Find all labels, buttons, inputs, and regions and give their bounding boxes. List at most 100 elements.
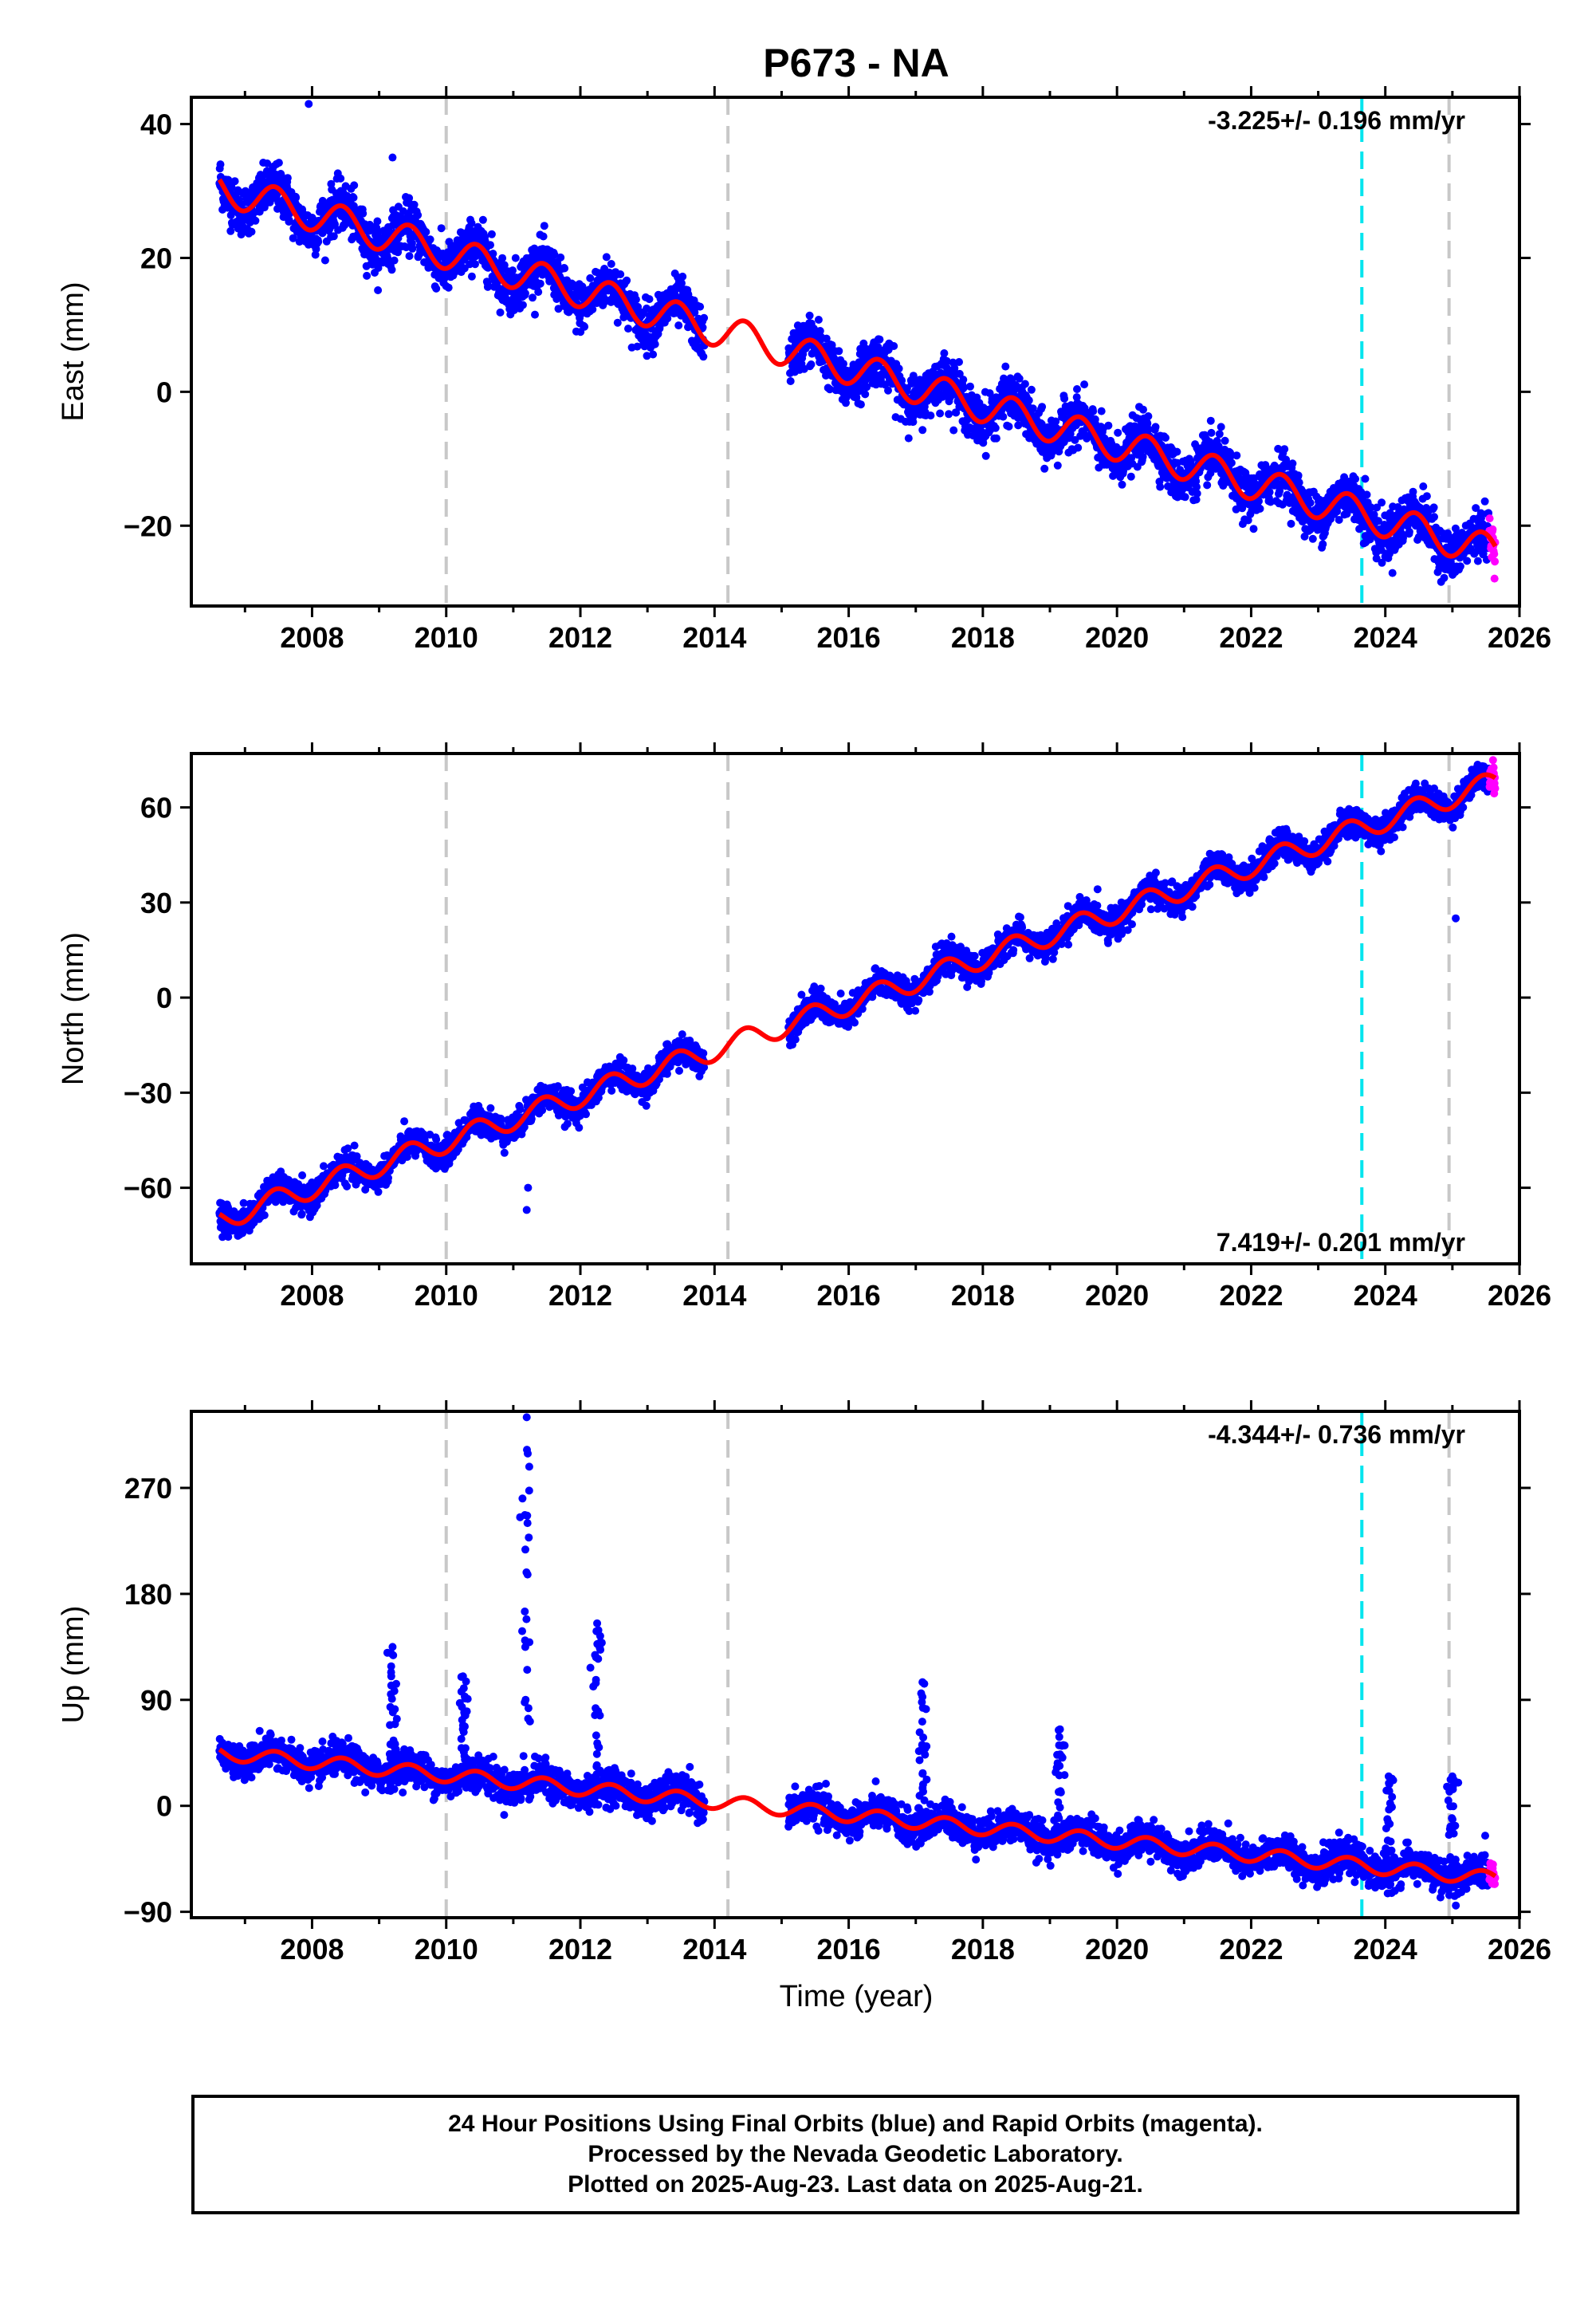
final-orbit-point	[410, 200, 419, 209]
final-orbit-point	[613, 318, 622, 327]
final-orbit-point	[1306, 498, 1315, 507]
final-orbit-point	[511, 254, 520, 262]
final-orbit-point	[699, 352, 708, 361]
final-orbit-point	[1422, 492, 1431, 501]
final-orbit-point	[1024, 396, 1033, 405]
final-orbit-point	[289, 234, 297, 242]
final-orbit-point	[645, 295, 654, 304]
final-orbit-point	[1104, 421, 1113, 430]
final-orbit-point	[487, 230, 496, 238]
final-orbit-point	[940, 349, 949, 357]
x-tick-label: 2020	[1085, 621, 1149, 654]
chart-panels: 2008 2010 2012 2014 2016 2018 2020 2022 2024 2026…	[57, 86, 1551, 1966]
final-orbit-point	[1388, 569, 1397, 577]
final-orbit-point	[1156, 482, 1165, 491]
final-orbit-point	[1288, 459, 1297, 468]
final-orbit-point	[805, 311, 814, 320]
final-orbit-point	[560, 264, 569, 273]
final-orbit-point	[918, 426, 927, 435]
y-axis-label-east: East (mm)	[57, 281, 90, 421]
final-orbit-point	[336, 174, 345, 183]
final-orbit-point	[1430, 513, 1438, 521]
rapid-orbit-point	[1490, 574, 1499, 583]
x-tick-label: 2024	[1354, 621, 1417, 654]
final-orbit-point	[1144, 412, 1153, 420]
final-orbit-point	[690, 308, 699, 317]
final-orbit-point	[227, 183, 236, 191]
final-orbit-point	[651, 340, 659, 348]
final-orbit-point	[624, 325, 632, 333]
final-orbit-point	[298, 1171, 307, 1179]
final-orbit-point	[349, 193, 358, 202]
final-orbit-point	[437, 224, 446, 233]
final-orbit-point	[1362, 490, 1371, 499]
final-orbit-point	[400, 1117, 409, 1126]
final-orbit-point	[483, 282, 492, 291]
final-orbit-point	[496, 308, 505, 317]
final-orbit-point	[1004, 422, 1013, 431]
final-orbit-point	[540, 222, 548, 230]
final-orbit-point	[1456, 562, 1464, 571]
final-orbit-point	[825, 385, 834, 394]
final-orbit-point	[1256, 505, 1264, 513]
final-orbit-point	[1060, 394, 1069, 403]
final-orbit-point	[486, 241, 494, 250]
final-orbit-point	[616, 270, 625, 278]
final-orbit-point	[1118, 480, 1126, 489]
final-orbit-point	[1020, 380, 1029, 388]
final-orbit-point	[363, 271, 371, 280]
final-orbit-point	[1001, 362, 1010, 371]
final-orbit-point	[1419, 482, 1428, 490]
final-orbit-point	[285, 216, 293, 225]
final-orbit-point	[981, 451, 990, 460]
final-orbit-point	[633, 342, 642, 351]
final-orbit-point	[835, 347, 843, 356]
y-tick-label: 40	[140, 108, 172, 141]
final-orbit-point	[320, 1162, 328, 1171]
final-orbit-point	[274, 159, 283, 167]
final-orbit-point	[1409, 487, 1417, 496]
y-tick-label: −20	[124, 510, 172, 542]
y-tick-label: 20	[140, 242, 172, 274]
final-orbit-point	[230, 177, 239, 186]
final-orbit-point	[521, 289, 529, 297]
final-orbit-point	[1203, 481, 1212, 490]
final-orbit-point	[1074, 443, 1083, 452]
final-orbit-point	[904, 434, 913, 443]
final-orbit-point	[432, 1135, 441, 1143]
final-orbit-point	[649, 350, 658, 359]
final-orbit-point	[1126, 472, 1135, 481]
final-orbit-point	[536, 279, 544, 288]
final-orbit-point	[674, 321, 683, 330]
final-orbit-point	[623, 276, 631, 285]
final-orbit-point	[426, 235, 434, 244]
final-orbit-point	[394, 248, 403, 257]
final-orbit-point	[1181, 493, 1189, 502]
final-orbit-point	[607, 260, 615, 268]
final-orbit-point	[314, 238, 323, 246]
final-orbit-point	[1173, 447, 1181, 456]
final-orbit-point	[814, 316, 823, 324]
final-orbit-point	[467, 218, 476, 227]
chart-title: P673 - NA	[763, 41, 949, 85]
daily-positions-north	[215, 756, 1500, 1242]
x-tick-label: 2014	[682, 621, 746, 654]
panel-north: 2008 2010 2012 2014 2016 2018 2020 2022 2024 2026…	[57, 742, 1551, 1312]
final-orbit-point	[1280, 445, 1289, 454]
final-orbit-point	[550, 250, 559, 259]
final-orbit-point	[329, 232, 338, 241]
final-orbit-point	[992, 434, 1000, 443]
final-orbit-point	[247, 227, 256, 236]
final-orbit-point	[786, 377, 795, 385]
final-orbit-point	[1227, 458, 1236, 467]
final-orbit-point	[1480, 497, 1489, 506]
final-orbit-point	[405, 252, 414, 261]
final-orbit-point	[216, 160, 225, 169]
final-orbit-point	[999, 412, 1008, 421]
final-orbit-point	[955, 358, 963, 366]
final-orbit-point	[1073, 385, 1081, 393]
final-orbit-point	[486, 1104, 495, 1112]
final-orbit-point	[1053, 461, 1062, 470]
final-orbit-point	[1080, 380, 1089, 389]
final-orbit-point	[1463, 557, 1472, 565]
